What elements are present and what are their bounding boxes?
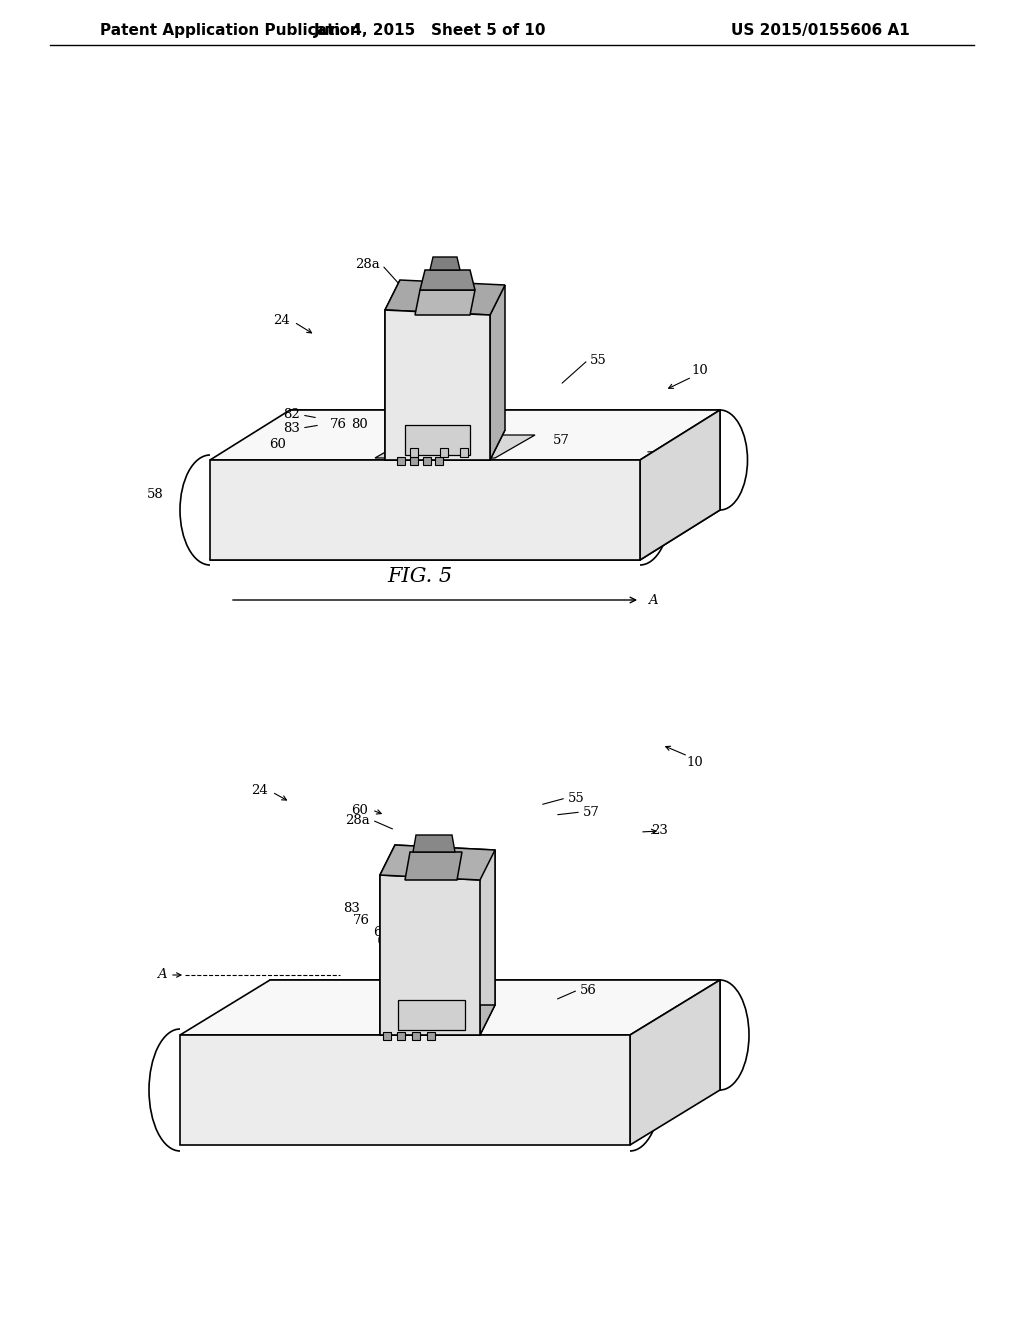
Polygon shape bbox=[290, 411, 720, 510]
Text: 28a: 28a bbox=[345, 813, 370, 826]
Text: 55: 55 bbox=[590, 354, 607, 367]
Text: 55: 55 bbox=[568, 792, 585, 804]
Text: 24: 24 bbox=[251, 784, 268, 796]
Polygon shape bbox=[410, 447, 418, 457]
Polygon shape bbox=[385, 280, 400, 459]
Text: 81: 81 bbox=[432, 894, 449, 907]
Polygon shape bbox=[375, 436, 535, 458]
Polygon shape bbox=[380, 845, 495, 880]
Text: 57: 57 bbox=[583, 805, 600, 818]
Polygon shape bbox=[406, 425, 470, 455]
Polygon shape bbox=[490, 285, 505, 459]
Text: 82: 82 bbox=[284, 408, 300, 421]
Polygon shape bbox=[420, 271, 475, 290]
Text: FIG. 5: FIG. 5 bbox=[387, 568, 453, 586]
Text: A: A bbox=[158, 969, 167, 982]
Polygon shape bbox=[383, 1032, 391, 1040]
Text: 58: 58 bbox=[354, 1035, 372, 1048]
Polygon shape bbox=[435, 457, 443, 465]
Text: 76: 76 bbox=[353, 913, 370, 927]
Polygon shape bbox=[398, 1001, 465, 1030]
Text: 23: 23 bbox=[664, 444, 680, 457]
Polygon shape bbox=[413, 836, 455, 851]
Polygon shape bbox=[380, 1005, 495, 1035]
Text: 23: 23 bbox=[651, 824, 668, 837]
Polygon shape bbox=[395, 845, 495, 1005]
Text: 24: 24 bbox=[273, 314, 290, 326]
Text: 83: 83 bbox=[283, 421, 300, 434]
Polygon shape bbox=[480, 850, 495, 1035]
Text: 60: 60 bbox=[269, 437, 286, 450]
Polygon shape bbox=[180, 979, 720, 1035]
Polygon shape bbox=[397, 1032, 406, 1040]
Polygon shape bbox=[412, 1032, 420, 1040]
Text: 56: 56 bbox=[361, 540, 379, 553]
Polygon shape bbox=[385, 310, 490, 459]
Text: 56: 56 bbox=[580, 983, 597, 997]
Polygon shape bbox=[406, 851, 462, 880]
Text: 60: 60 bbox=[374, 925, 390, 939]
Text: Jun. 4, 2015   Sheet 5 of 10: Jun. 4, 2015 Sheet 5 of 10 bbox=[313, 22, 546, 37]
Polygon shape bbox=[410, 457, 418, 465]
Polygon shape bbox=[397, 457, 406, 465]
Polygon shape bbox=[430, 257, 460, 271]
Text: 80: 80 bbox=[440, 882, 457, 895]
Text: 58: 58 bbox=[147, 488, 164, 502]
Polygon shape bbox=[380, 845, 395, 1035]
Text: 28a: 28a bbox=[355, 259, 380, 272]
Text: 83: 83 bbox=[343, 902, 360, 915]
Polygon shape bbox=[180, 1035, 630, 1144]
Polygon shape bbox=[210, 459, 640, 560]
Polygon shape bbox=[380, 875, 480, 1035]
Polygon shape bbox=[385, 430, 505, 459]
Text: Patent Application Publication: Patent Application Publication bbox=[100, 22, 360, 37]
Text: 60: 60 bbox=[351, 804, 368, 817]
Polygon shape bbox=[427, 1032, 435, 1040]
Polygon shape bbox=[460, 447, 468, 457]
Polygon shape bbox=[440, 447, 449, 457]
Text: FIG. 6: FIG. 6 bbox=[387, 1065, 453, 1085]
Text: 76: 76 bbox=[330, 417, 346, 430]
Text: US 2015/0155606 A1: US 2015/0155606 A1 bbox=[731, 22, 909, 37]
Polygon shape bbox=[385, 280, 505, 315]
Text: A: A bbox=[648, 594, 657, 606]
Text: 57: 57 bbox=[553, 433, 570, 446]
Polygon shape bbox=[210, 411, 720, 459]
Text: 40: 40 bbox=[239, 511, 255, 524]
Text: 40: 40 bbox=[437, 1006, 455, 1019]
Polygon shape bbox=[210, 510, 720, 560]
Polygon shape bbox=[640, 411, 720, 560]
Polygon shape bbox=[630, 979, 720, 1144]
Text: 80: 80 bbox=[351, 417, 369, 430]
Text: 10: 10 bbox=[691, 363, 709, 376]
Polygon shape bbox=[270, 979, 720, 1090]
Text: 10: 10 bbox=[687, 755, 703, 768]
Polygon shape bbox=[423, 457, 431, 465]
Polygon shape bbox=[415, 290, 475, 315]
